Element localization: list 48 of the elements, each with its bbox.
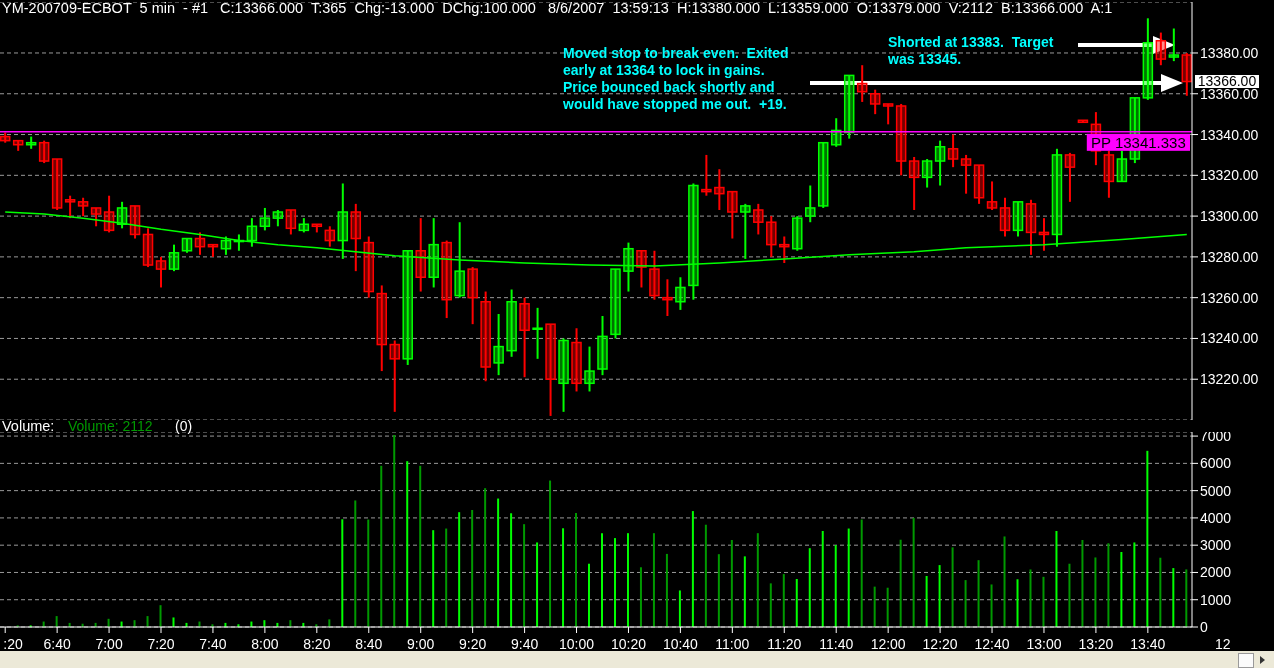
x-tick-label: 9:00 (407, 636, 435, 652)
x-tick-label: 10:00 (559, 636, 595, 652)
x-tick-label: 12:20 (922, 636, 958, 652)
y-tick-label: 13220.00 (1200, 371, 1259, 388)
x-tick-label: 8:20 (303, 636, 331, 652)
x-tick-label: 11:00 (715, 636, 750, 652)
x-tick-label: 13:20 (1078, 636, 1114, 652)
y-tick-label: 0 (1200, 618, 1208, 635)
x-tick-label: :20 (3, 636, 23, 652)
x-tick-label: 7:00 (95, 636, 123, 652)
chart-title: Volume: (2, 418, 55, 434)
x-tick-label: 11:40 (819, 636, 854, 652)
x-tick-label: 10:20 (610, 636, 647, 652)
x-tick-label: 12:00 (870, 636, 906, 652)
x-tick-label: 7:40 (199, 636, 227, 652)
text: 12 (1215, 636, 1231, 652)
x-tick-label: 9:20 (459, 636, 487, 652)
x-tick-label: 8:40 (355, 636, 383, 652)
y-tick-label: 13380.00 (1200, 44, 1259, 61)
x-tick-label: 8:00 (251, 636, 279, 652)
x-tick-label: 10:40 (662, 636, 699, 652)
y-tick-label: 7000 (1200, 428, 1232, 445)
x-tick-label: 13:40 (1130, 636, 1166, 652)
x-tick-label: 12:40 (974, 636, 1010, 652)
ref-line-label: PP 13341.333 (1090, 133, 1186, 151)
y-tick-label: 2000 (1200, 564, 1232, 581)
y-tick-label: 6000 (1200, 455, 1232, 472)
y-tick-label: 13300.00 (1200, 208, 1259, 225)
x-tick-label: 13:00 (1026, 636, 1062, 652)
y-tick-label: 13260.00 (1200, 289, 1259, 306)
y-tick-label: 13340.00 (1200, 126, 1259, 143)
y-tick-label: 1000 (1200, 591, 1232, 608)
y-tick-label: 3000 (1200, 537, 1232, 554)
y-tick-label: 5000 (1200, 482, 1232, 499)
chart-title: YM-200709-ECBOT 5 min - #1 C:13366.000 T:365 Chg:-13.000 DChg:100.000 8/6/2007 13:59:13 H:13380.000 L:13359.000 O:13379.000 V:2112 B:13366.000 A:1 (2, 0, 1113, 16)
y-tick-label: 4000 (1200, 509, 1232, 526)
text: Volume: 2112 (68, 418, 153, 434)
y-tick-label: 13240.00 (1200, 330, 1259, 347)
annotation: Moved stop to break even. Exited early at 13364 to lock in gains. Price bounced back shortly and would have stopped me out. +19. (563, 45, 789, 113)
x-tick-label: 11:20 (767, 636, 802, 652)
x-tick-label: 6:40 (43, 636, 71, 652)
y-tick-label: 13320.00 (1200, 167, 1259, 184)
annotation: (0) (175, 418, 193, 434)
annotation: 13366.00 (1194, 72, 1260, 89)
y-tick-label: 13280.00 (1200, 248, 1259, 265)
x-tick-label: 7:20 (147, 636, 175, 652)
annotation: Shorted at 13383. Target was 13345. (888, 34, 1054, 68)
x-tick-label: 9:40 (510, 636, 539, 652)
